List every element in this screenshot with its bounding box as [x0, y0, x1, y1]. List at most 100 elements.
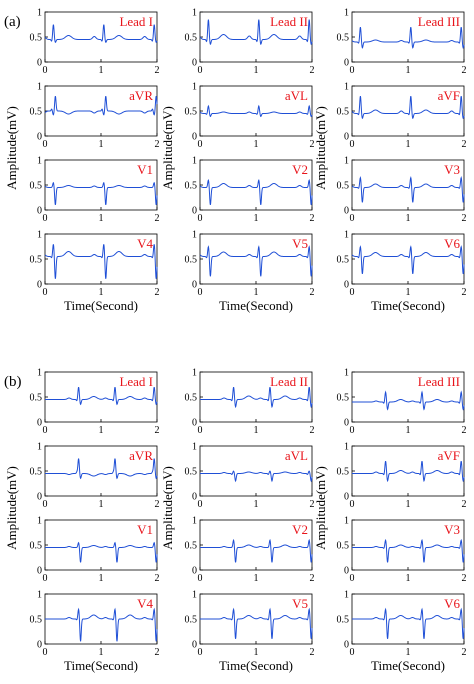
lead-label: aVL — [285, 88, 308, 103]
y-tick-label: 1 — [37, 230, 42, 241]
x-tick-label: 1 — [99, 499, 104, 510]
y-tick-label: 1 — [344, 516, 349, 527]
y-tick-label: 1 — [344, 590, 349, 601]
x-tick-label: 0 — [198, 425, 203, 436]
x-tick-label: 1 — [254, 425, 259, 436]
x-tick-label: 2 — [462, 213, 467, 224]
x-tick-label: 1 — [99, 287, 104, 298]
ecg-trace — [45, 386, 158, 406]
y-tick-label: 0.5 — [185, 181, 198, 192]
y-tick-label: 0 — [37, 58, 42, 69]
y-axis-label: Amplitude(mV) — [313, 106, 328, 190]
y-tick-label: 1 — [192, 516, 197, 527]
x-tick-label: 2 — [155, 647, 160, 658]
x-tick-label: 1 — [254, 647, 259, 658]
ecg-trace — [45, 607, 158, 642]
x-axis-label: Time(Second) — [219, 298, 293, 313]
x-tick-label: 1 — [99, 65, 104, 76]
x-tick-label: 1 — [406, 573, 411, 584]
x-tick-label: 2 — [462, 499, 467, 510]
ecg-trace — [44, 181, 158, 206]
y-tick-label: 1 — [192, 8, 197, 19]
x-tick-label: 2 — [462, 287, 467, 298]
y-tick-label: 0.5 — [30, 33, 43, 44]
x-tick-label: 1 — [99, 425, 104, 436]
ecg-trace — [199, 245, 313, 277]
y-tick-label: 0.5 — [337, 467, 350, 478]
x-tick-label: 2 — [462, 573, 467, 584]
lead-label: aVR — [129, 88, 153, 103]
x-tick-label: 0 — [43, 139, 48, 150]
y-tick-label: 0.5 — [185, 467, 198, 478]
y-axis-label: Amplitude(mV) — [160, 466, 175, 550]
ecg-trace — [199, 178, 313, 205]
subplot-lead-i: 0 0.5 1 0 1 2 Lead I — [30, 368, 160, 437]
subplot-v6: 0 0.5 1 0 1 2 V6 — [337, 590, 467, 659]
y-tick-label: 0 — [192, 132, 197, 143]
x-tick-label: 0 — [198, 213, 203, 224]
y-tick-label: 1 — [37, 8, 42, 19]
x-axis-label: Time(Second) — [371, 298, 445, 313]
x-tick-label: 1 — [406, 287, 411, 298]
x-tick-label: 0 — [350, 573, 355, 584]
subplot-v5: 0 0.5 1 0 1 2 V5 — [185, 230, 315, 299]
x-axis-label: Time(Second) — [219, 658, 293, 673]
x-tick-label: 0 — [43, 647, 48, 658]
lead-label: V6 — [444, 596, 460, 611]
panel-label: (a) — [4, 14, 21, 30]
ecg-trace — [44, 95, 158, 116]
y-tick-label: 0.5 — [185, 107, 198, 118]
y-tick-label: 0 — [192, 640, 197, 651]
ecg-trace — [200, 470, 313, 483]
y-tick-label: 0.5 — [337, 33, 350, 44]
x-tick-label: 1 — [99, 139, 104, 150]
y-tick-label: 0 — [344, 492, 349, 503]
y-axis-label: Amplitude(mV) — [160, 106, 175, 190]
y-tick-label: 0.5 — [185, 393, 198, 404]
x-tick-label: 0 — [198, 139, 203, 150]
x-tick-label: 0 — [43, 287, 48, 298]
subplot-v1: 0 0.5 1 0 1 2 V1 — [30, 516, 160, 585]
ecg-trace — [352, 607, 465, 639]
ecg-trace — [351, 26, 465, 49]
y-tick-label: 1 — [37, 442, 42, 453]
y-tick-label: 0 — [192, 206, 197, 217]
x-tick-label: 0 — [198, 499, 203, 510]
y-tick-label: 0 — [37, 418, 42, 429]
lead-label: aVF — [438, 448, 460, 463]
y-axis-label: Amplitude(mV) — [313, 466, 328, 550]
y-tick-label: 0.5 — [337, 393, 350, 404]
subplot-avl: 0 0.5 1 0 1 2 aVL — [185, 442, 315, 511]
y-axis-label: Amplitude(mV) — [4, 466, 19, 550]
ecg-trace — [351, 245, 465, 274]
y-tick-label: 0 — [344, 566, 349, 577]
x-tick-label: 2 — [310, 139, 315, 150]
x-tick-label: 0 — [350, 647, 355, 658]
subplot-avf: 0 0.5 1 0 1 2 aVF — [337, 442, 467, 511]
y-tick-label: 0.5 — [337, 255, 350, 266]
ecg-trace — [351, 176, 465, 203]
subplot-v2: 0 0.5 1 0 1 2 V2 — [185, 156, 315, 225]
y-tick-label: 0 — [192, 58, 197, 69]
x-tick-label: 1 — [406, 139, 411, 150]
subplot-lead-iii: 0 0.5 1 0 1 2 Lead III — [337, 368, 467, 437]
lead-label: V4 — [137, 236, 153, 251]
y-tick-label: 0.5 — [337, 181, 350, 192]
x-tick-label: 2 — [310, 65, 315, 76]
lead-label: V2 — [292, 162, 308, 177]
ecg-trace — [352, 538, 465, 563]
y-tick-label: 1 — [37, 516, 42, 527]
ecg-trace — [351, 95, 465, 120]
x-tick-label: 0 — [43, 425, 48, 436]
x-tick-label: 2 — [155, 499, 160, 510]
y-tick-label: 0.5 — [185, 33, 198, 44]
lead-label: aVL — [285, 448, 308, 463]
y-tick-label: 0.5 — [30, 467, 43, 478]
lead-label: V1 — [137, 162, 153, 177]
x-tick-label: 1 — [254, 499, 259, 510]
x-tick-label: 0 — [350, 65, 355, 76]
subplot-lead-iii: 0 0.5 1 0 1 2 Lead III — [337, 8, 467, 77]
ecg-trace — [352, 390, 465, 411]
